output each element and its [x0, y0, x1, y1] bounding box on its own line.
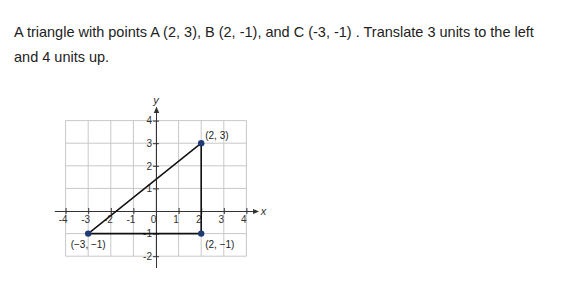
y-tick-label: -2 [143, 251, 152, 262]
x-tick-mark [179, 208, 180, 214]
x-tick: 1 [173, 208, 179, 225]
y-tick: 4 [146, 115, 159, 126]
x-tick: -1 [126, 208, 135, 225]
title: A triangle with points A (2, 3), B (2, -… [14, 24, 534, 65]
data-label: (−3, −1) [71, 239, 106, 250]
x-tick-mark [111, 208, 112, 214]
y-tick-label: 3 [146, 138, 152, 149]
x-tick-label: -1 [126, 214, 135, 225]
data-label: (2, 3) [205, 130, 228, 141]
y-tick: 2 [146, 161, 159, 172]
triangle [88, 143, 201, 233]
x-tick: -4 [59, 208, 68, 225]
title-line: and 4 units up. [14, 49, 109, 65]
x-tick-mark [246, 208, 247, 214]
x-tick-label: 1 [173, 214, 179, 225]
y-tick-mark [153, 121, 159, 122]
x-tick-mark [133, 208, 134, 214]
x-tick-label: 4 [241, 214, 247, 225]
point [85, 230, 91, 236]
plot-marks [85, 140, 204, 237]
x-tick-mark [88, 208, 89, 214]
point [198, 230, 204, 236]
x-tick: -3 [81, 208, 90, 225]
x-tick-mark [66, 208, 67, 214]
y-axis-line [156, 108, 157, 268]
y-tick-label: 4 [146, 115, 152, 126]
x-tick-label: 0 [151, 214, 157, 225]
point [198, 140, 204, 146]
x-tick-mark [224, 208, 225, 214]
x-tick-label: 3 [219, 214, 225, 225]
y-tick-label: 2 [146, 161, 152, 172]
x-tick-label: -4 [59, 214, 68, 225]
x-tick: 0 [151, 208, 157, 225]
title-line: A triangle with points A (2, 3), B (2, -… [14, 24, 534, 40]
y-tick-mark [153, 143, 159, 144]
y-axis-title: y [152, 94, 160, 106]
y-tick: 3 [146, 138, 159, 149]
y-tick-mark [153, 256, 159, 257]
data-labels: (2, 3) (2, −1) (−3, −1) [71, 130, 235, 249]
y-tick: -2 [143, 251, 159, 262]
x-tick-label: -3 [81, 214, 90, 225]
x-axis-title: x [260, 205, 267, 217]
figure: A triangle with points A (2, 3), B (2, -… [0, 0, 571, 290]
data-label: (2, −1) [205, 239, 234, 250]
y-tick-mark [153, 188, 159, 189]
x-tick: 4 [241, 208, 247, 225]
x-tick: 3 [219, 208, 225, 225]
y-tick-mark [153, 166, 159, 167]
